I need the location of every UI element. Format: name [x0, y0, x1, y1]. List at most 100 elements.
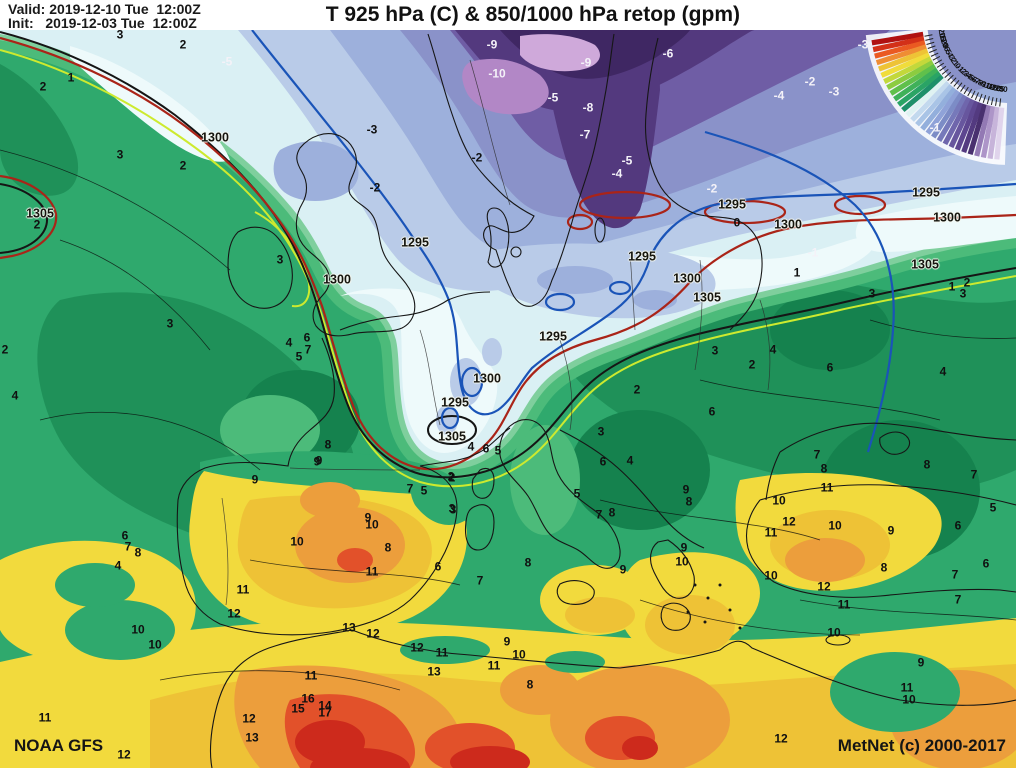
- legend-color-slat: [915, 84, 954, 127]
- region-balkan-deep-green: [570, 410, 710, 530]
- region-pink-top: [520, 34, 600, 72]
- legend-tick: [986, 96, 990, 105]
- chart-title: T 925 hPa (C) & 850/1000 hPa retop (gpm): [325, 3, 741, 26]
- legend-color-slat: [893, 67, 939, 102]
- legend-tick-label: -8: [974, 77, 985, 88]
- legend-tick-label: -30: [996, 84, 1009, 94]
- legend-color-slat: [889, 64, 937, 96]
- country-borders: [221, 59, 771, 606]
- coast-blacksea-west: [765, 451, 781, 501]
- legend-tick: [939, 65, 947, 72]
- aegean-islands: [686, 583, 742, 630]
- legend-tick: [927, 45, 936, 50]
- region-cyrenaica-green: [830, 652, 960, 732]
- header-bar: Valid: 2019-12-10 Tue 12:00Z Init: 2019-…: [0, 0, 1016, 31]
- legend-tick-label: 6: [942, 45, 952, 53]
- coast-ireland: [227, 226, 293, 309]
- region-pool-spot2: [633, 290, 677, 310]
- contour-1300-red: [0, 36, 1016, 471]
- legend-tick: [926, 41, 935, 45]
- legend-color-slat: [980, 105, 996, 158]
- coast-cyprus: [825, 634, 851, 646]
- coast-channel-france: [339, 291, 491, 331]
- legend-tick: [974, 92, 979, 100]
- legend-tick-label: 15: [937, 31, 948, 42]
- legend-color-slat: [931, 92, 964, 139]
- region-italy-light-green: [510, 425, 580, 535]
- region-canary-green1: [65, 600, 175, 660]
- legend-color-slat: [910, 81, 951, 122]
- coast-morocco-west: [209, 629, 353, 768]
- coast-africa-north: [351, 629, 1016, 706]
- legend-tick-label: -20: [989, 82, 1003, 93]
- coast-sardinia: [464, 504, 495, 551]
- region-spain-red: [337, 548, 373, 572]
- legend-color-slat: [925, 89, 961, 135]
- legend-tick: [950, 77, 957, 84]
- region-sicily-gold: [565, 597, 635, 633]
- region-topleft-dark-green: [0, 64, 79, 196]
- region-coast-green2: [545, 651, 605, 673]
- coast-turkey-north: [759, 484, 1016, 506]
- legend-color-slat: [905, 77, 948, 118]
- legend-tick-label: -2: [957, 65, 969, 77]
- coast-greece: [649, 539, 695, 599]
- coastlines: [176, 33, 1016, 768]
- legend-tick: [960, 84, 966, 92]
- legend-color-slat: [877, 48, 929, 72]
- legend-color-slat: [874, 40, 926, 59]
- legend-tick: [924, 34, 933, 37]
- valid-value: 2019-12-10 Tue 12:00Z: [49, 1, 201, 17]
- legend-tick-label: -25: [992, 83, 1005, 94]
- legend-tick-label: 3: [947, 54, 957, 63]
- valid-label: Valid:: [8, 1, 46, 17]
- legend-tick: [941, 68, 949, 75]
- legend-color-slat: [961, 102, 984, 153]
- region-sahara-deep-red2: [622, 736, 658, 760]
- legend-tick-label: 0: [953, 61, 963, 71]
- legend-color-slat: [871, 31, 924, 46]
- legend-color-slat: [967, 103, 988, 155]
- legend-tick-label: 12: [938, 34, 949, 46]
- legend-tick-label: -3: [960, 67, 972, 79]
- coast-finland-baltic: [645, 37, 763, 331]
- legend-tick-label: 1: [951, 59, 961, 69]
- legend-tick: [929, 49, 937, 53]
- legend-tick: [944, 71, 952, 78]
- legend-color-slat: [872, 36, 925, 53]
- legend-tick-label: 10: [939, 37, 951, 49]
- legend-tick: [995, 97, 998, 106]
- region-blacksea-deep-green: [770, 290, 890, 370]
- region-pool-spot1: [537, 266, 613, 294]
- legend-tick: [982, 95, 987, 103]
- model-source-label: NOAA GFS: [14, 736, 104, 755]
- legend-color-slat: [880, 52, 931, 78]
- legend-color-slat: [936, 94, 968, 142]
- legend-color-slat: [886, 60, 935, 90]
- legend-tick-label: -12: [982, 80, 996, 92]
- coast-riviera: [419, 427, 511, 467]
- coast-france-iberia: [176, 337, 458, 636]
- coast-turkey-west-south: [745, 499, 1016, 598]
- region-coast-green1: [400, 636, 490, 664]
- legend-tick: [971, 90, 976, 99]
- coast-zealand: [510, 246, 522, 258]
- contour-1295-blue: [251, 29, 1016, 453]
- legend-tick: [925, 38, 934, 41]
- region-spain-orange: [295, 507, 405, 583]
- legend-color-slat: [896, 71, 942, 107]
- coast-blacksea-north: [779, 422, 1016, 453]
- coast-crimea: [879, 431, 911, 455]
- legend-tick: [990, 97, 994, 106]
- init-value: 2019-12-03 Tue 12:00Z: [45, 15, 197, 31]
- coast-jutland: [486, 207, 510, 268]
- legend-tick: [936, 62, 945, 68]
- legend-tick: [999, 98, 1002, 107]
- region-white-east: [855, 196, 1016, 252]
- contour-1305-black: [0, 31, 1016, 479]
- region-anatolia-orange: [785, 538, 865, 582]
- region-algeria-orange2: [500, 665, 580, 715]
- coast-italy: [499, 419, 621, 569]
- init-time-line: Init: 2019-12-03 Tue 12:00Z: [8, 15, 197, 31]
